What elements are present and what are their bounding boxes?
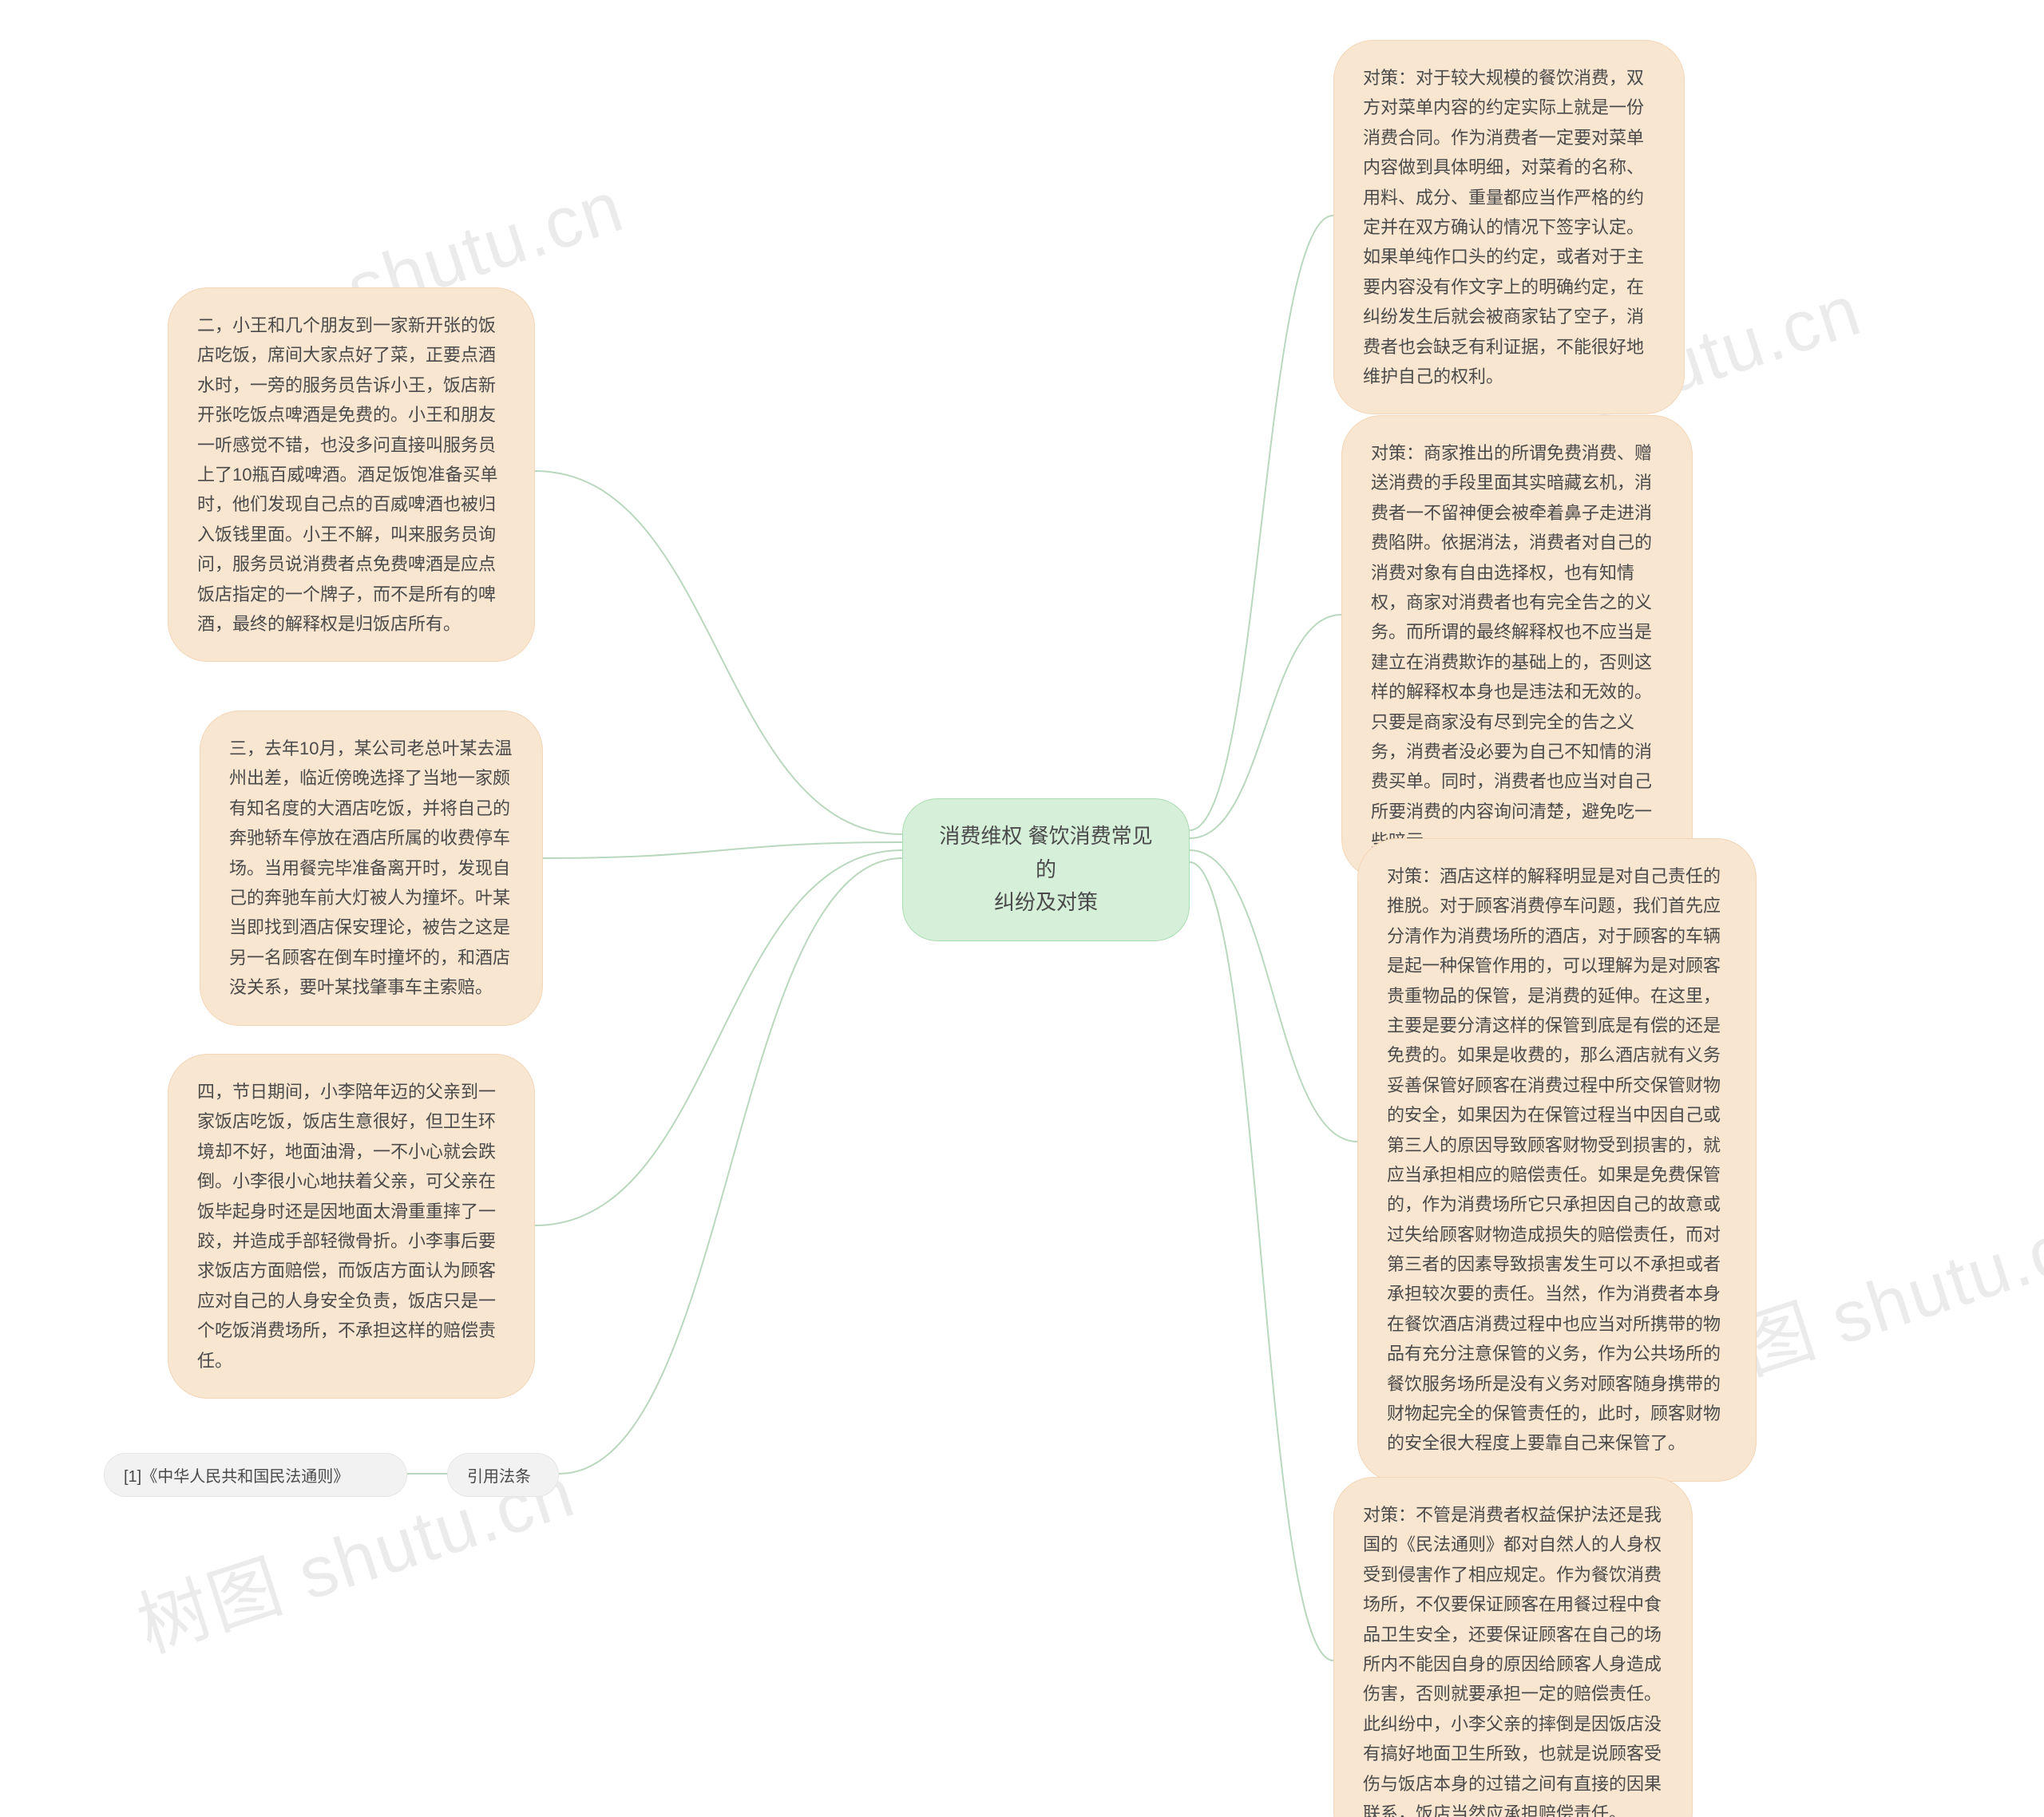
mindmap-node[interactable]: 三，去年10月，某公司老总叶某去温州出差，临近傍晚选择了当地一家颇有知名度的大酒…	[200, 711, 543, 1026]
mindmap-node[interactable]: 对策：不管是消费者权益保护法还是我国的《民法通则》都对自然人的人身权受到侵害作了…	[1333, 1477, 1693, 1817]
edge	[535, 471, 902, 834]
mindmap-node[interactable]: 四，节日期间，小李陪年迈的父亲到一家饭店吃饭，饭店生意很好，但卫生环境却不好，地…	[168, 1054, 535, 1399]
mindmap-node[interactable]: [1]《中华人民共和国民法通则》	[104, 1453, 407, 1497]
edge	[1190, 862, 1333, 1661]
mindmap-node[interactable]: 对策：商家推出的所谓免费消费、赠送消费的手段里面其实暗藏玄机，消费者一不留神便会…	[1341, 415, 1693, 879]
mindmap-node[interactable]: 消费维权 餐饮消费常见的 纠纷及对策	[902, 798, 1190, 941]
edge	[559, 858, 902, 1474]
mindmap-node[interactable]: 对策：对于较大规模的餐饮消费，双方对菜单内容的约定实际上就是一份消费合同。作为消…	[1333, 40, 1685, 414]
mindmap-canvas: shutu.cnshutu.cn树图 shutu.cn树图 shutu.cn消费…	[0, 0, 2044, 1817]
edge	[535, 850, 902, 1225]
edge	[1190, 850, 1357, 1142]
mindmap-node[interactable]: 二，小王和几个朋友到一家新开张的饭店吃饭，席间大家点好了菜，正要点酒水时，一旁的…	[168, 287, 535, 662]
mindmap-node[interactable]: 对策：酒店这样的解释明显是对自己责任的推脱。对于顾客消费停车问题，我们首先应分清…	[1357, 838, 1757, 1482]
edge	[543, 842, 902, 858]
mindmap-node[interactable]: 引用法条	[447, 1453, 559, 1497]
